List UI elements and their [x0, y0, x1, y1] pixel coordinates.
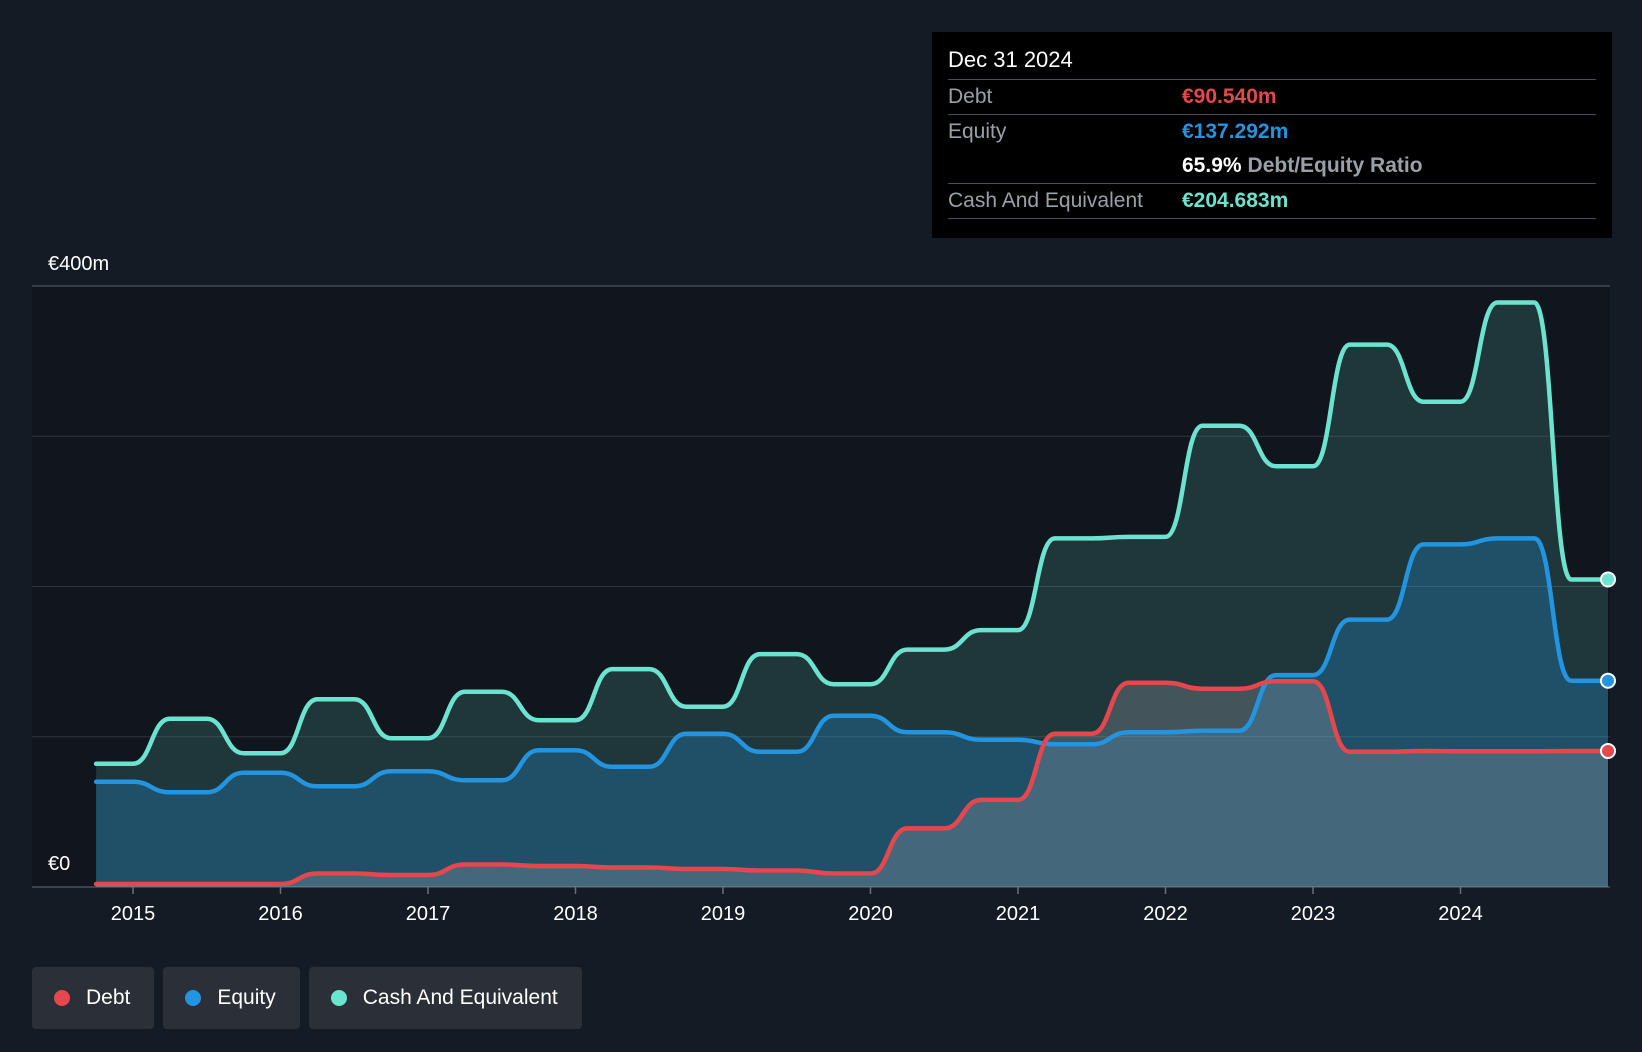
tooltip-row-cash: Cash And Equivalent €204.683m — [948, 184, 1596, 219]
legend-label-cash: Cash And Equivalent — [362, 986, 558, 1009]
legend-item-cash[interactable]: Cash And Equivalent — [308, 967, 582, 1029]
legend-label-debt: Debt — [86, 986, 131, 1009]
x-tick-label: 2016 — [258, 903, 303, 925]
hover-tooltip: Dec 31 2024 Debt €90.540m Equity €137.29… — [932, 32, 1612, 238]
x-tick-label: 2015 — [111, 903, 156, 925]
y-tick-label-max: €400m — [48, 253, 109, 275]
tooltip-row-equity: Equity €137.292m — [948, 115, 1596, 149]
end-marker-debt[interactable] — [1600, 742, 1616, 759]
end-marker-equity[interactable] — [1600, 672, 1616, 689]
x-tick-label: 2024 — [1438, 903, 1483, 925]
chart-legend: Debt Equity Cash And Equivalent — [32, 967, 582, 1029]
tooltip-debt-value: €90.540m — [1182, 85, 1277, 108]
tooltip-cash-value: €204.683m — [1182, 189, 1289, 212]
series-lines — [93, 300, 1611, 887]
x-tick-label: 2021 — [996, 903, 1041, 925]
tooltip-ratio-value: 65.9% — [1182, 154, 1242, 177]
area-cash — [96, 302, 1609, 887]
x-tick-label: 2020 — [848, 903, 893, 925]
tooltip-cash-label: Cash And Equivalent — [948, 189, 1143, 212]
end-markers[interactable] — [1600, 571, 1616, 759]
y-tick-label-zero: €0 — [48, 853, 70, 875]
legend-dot-cash-icon — [330, 990, 347, 1006]
legend-dot-debt-icon — [54, 990, 70, 1006]
legend-item-equity[interactable]: Equity — [163, 967, 300, 1029]
end-marker-cash[interactable] — [1600, 571, 1616, 588]
tooltip-row-debt: Debt €90.540m — [948, 80, 1596, 115]
line-cash — [93, 300, 1611, 767]
x-axis-ticks: 2015 2016 2017 2018 2019 2020 2021 2022 2023 2024 — [111, 887, 1483, 925]
x-tick-label: 2017 — [406, 903, 451, 925]
line-debt — [93, 678, 1611, 887]
legend-label-equity: Equity — [217, 986, 276, 1009]
x-tick-label: 2019 — [701, 903, 746, 925]
tooltip-debt-label: Debt — [948, 85, 993, 108]
tooltip-equity-value: €137.292m — [1182, 120, 1289, 143]
tooltip-equity-label: Equity — [948, 120, 1007, 143]
x-tick-label: 2023 — [1291, 903, 1336, 925]
area-equity — [96, 538, 1609, 887]
legend-dot-equity-icon — [185, 990, 202, 1006]
x-tick-label: 2022 — [1143, 903, 1188, 925]
tooltip-row-ratio: 65.9% Debt/Equity Ratio — [948, 149, 1596, 184]
line-equity — [93, 536, 1611, 795]
legend-item-debt[interactable]: Debt — [32, 967, 155, 1029]
x-tick-label: 2018 — [553, 903, 598, 925]
tooltip-ratio-label: Debt/Equity Ratio — [1247, 154, 1423, 177]
tooltip-ratio-spacer — [948, 149, 1182, 183]
tooltip-date: Dec 31 2024 — [948, 46, 1596, 80]
